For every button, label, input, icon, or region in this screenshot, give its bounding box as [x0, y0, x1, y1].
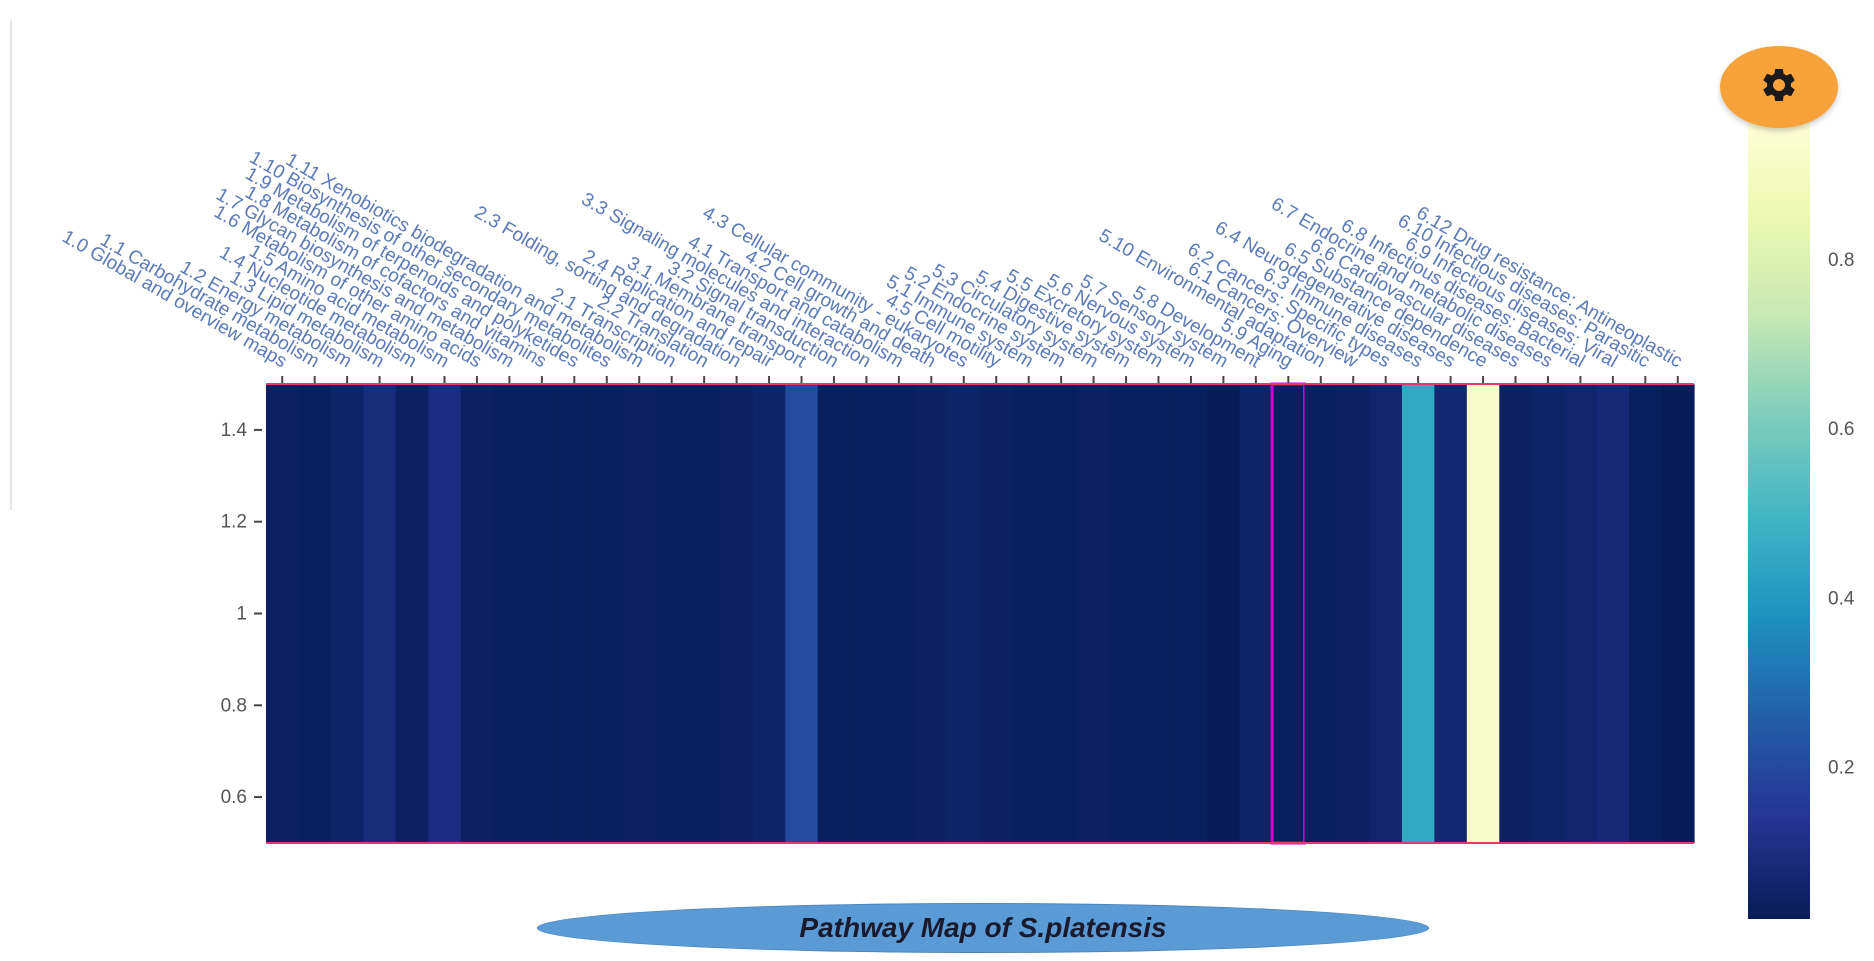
heatmap-cell[interactable]: [1272, 384, 1306, 843]
y-tick-label: 0.8: [221, 695, 247, 716]
heatmap-cell[interactable]: [752, 384, 786, 843]
heatmap-cell[interactable]: [1044, 384, 1078, 843]
heatmap-cell[interactable]: [623, 384, 657, 843]
colorbar-tick-label: 0.2: [1828, 758, 1854, 779]
heatmap-cell[interactable]: [785, 384, 819, 843]
y-tick-label: 1: [236, 604, 247, 625]
heatmap-cell[interactable]: [460, 384, 494, 843]
chart-title: Pathway Map of S.platensis: [537, 903, 1429, 953]
heatmap-cell[interactable]: [1337, 384, 1371, 843]
heatmap-cell[interactable]: [947, 384, 981, 843]
chart-title-text: Pathway Map of S.platensis: [799, 912, 1167, 943]
heatmap-cell[interactable]: [1531, 384, 1565, 843]
y-tick-label: 1.4: [221, 420, 248, 441]
heatmap-cell[interactable]: [687, 384, 721, 843]
heatmap-cell[interactable]: [915, 384, 949, 843]
heatmap-cell[interactable]: [1012, 384, 1046, 843]
heatmap-cells: [266, 382, 1695, 845]
heatmap-cell[interactable]: [395, 384, 429, 843]
plot-frame: [266, 383, 1694, 844]
heatmap-cell[interactable]: [330, 384, 364, 843]
heatmap-cell[interactable]: [980, 384, 1014, 843]
heatmap-cell[interactable]: [1401, 384, 1435, 843]
heatmap-cell[interactable]: [1142, 384, 1176, 843]
heatmap-cell[interactable]: [1304, 384, 1338, 843]
heatmap-cell[interactable]: [1661, 384, 1695, 843]
heatmap-cell[interactable]: [1564, 384, 1598, 843]
heatmap-cell[interactable]: [525, 384, 559, 843]
y-axis: 0.6 0.8 1 1.2 1.4: [221, 420, 262, 808]
colorbar-tick-label: 0.4: [1828, 588, 1855, 609]
heatmap-cell[interactable]: [1077, 384, 1111, 843]
heatmap-cell[interactable]: [1466, 384, 1500, 843]
x-ticks: [281, 376, 1679, 383]
heatmap-cell[interactable]: [1109, 384, 1143, 843]
heatmap-cell[interactable]: [428, 384, 462, 843]
heatmap-cell[interactable]: [655, 384, 689, 843]
heatmap-cell[interactable]: [590, 384, 624, 843]
heatmap-cell[interactable]: [1369, 384, 1403, 843]
heatmap-cell[interactable]: [720, 384, 754, 843]
colorbar: 0.2 0.4 0.6 0.8: [1748, 115, 1855, 919]
settings-button[interactable]: [1720, 46, 1838, 128]
heatmap-cell[interactable]: [1207, 384, 1241, 843]
colorbar-gradient: [1748, 115, 1810, 919]
y-tick-label: 1.2: [221, 512, 247, 533]
colorbar-tick-label: 0.8: [1828, 250, 1854, 271]
heatmap-cell[interactable]: [298, 384, 332, 843]
heatmap-cell[interactable]: [850, 384, 884, 843]
heatmap-cell[interactable]: [1629, 384, 1663, 843]
heatmap-cell[interactable]: [1174, 384, 1208, 843]
panel-edge: [10, 20, 12, 510]
heatmap-cell[interactable]: [558, 384, 592, 843]
heatmap-cell[interactable]: [363, 384, 397, 843]
y-tick-label: 0.6: [221, 787, 247, 808]
colorbar-tick-label: 0.6: [1828, 419, 1854, 440]
heatmap-cell[interactable]: [882, 384, 916, 843]
heatmap-cell[interactable]: [1239, 384, 1273, 843]
heatmap-cell[interactable]: [493, 384, 527, 843]
gear-icon: [1759, 65, 1799, 110]
heatmap-cell[interactable]: [266, 384, 300, 843]
heatmap-cell[interactable]: [1499, 384, 1533, 843]
heatmap-cell[interactable]: [1434, 384, 1468, 843]
heatmap-cell[interactable]: [1596, 384, 1630, 843]
heatmap-cell[interactable]: [817, 384, 851, 843]
